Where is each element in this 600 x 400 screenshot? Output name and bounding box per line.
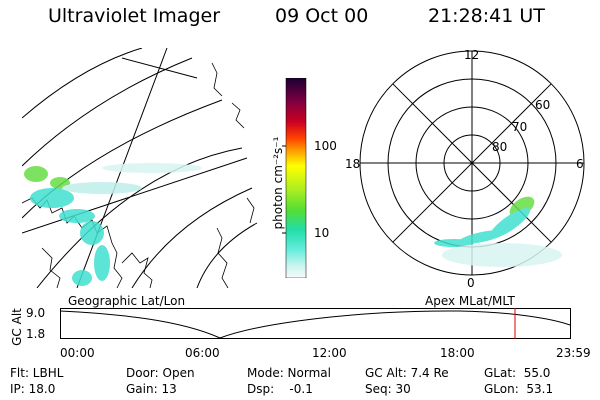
time-tick-1200: 12:00 [312,346,347,360]
coastline [246,197,255,224]
lon-line [22,157,248,234]
coastline [216,227,229,288]
coastline [41,247,61,288]
app-title: Ultraviolet Imager [48,5,221,27]
glat-value: GLat: 55.0 [484,366,551,380]
time-tick-1800: 18:00 [440,346,475,360]
mlt-label-12: 12 [464,48,480,62]
gc-alt-ymin: 1.8 [26,327,46,341]
lat-arc [196,222,258,288]
dsp-value: Dsp: -0.1 [247,382,313,396]
glon-value: GLon: 53.1 [484,382,554,396]
colorbar-tick-100: 100 [314,139,337,153]
aurora-emission [24,163,202,286]
coastline [121,252,153,288]
lat-arc [131,187,253,288]
geographic-label: Geographic Lat/Lon [68,294,186,308]
coastline [231,102,245,129]
time-tick-2359: 23:59 [556,346,591,360]
gain-value: Gain: 13 [126,382,177,396]
mlt-label-6: 6 [576,157,584,171]
mlat-label-60: 60 [535,98,551,112]
coastline [211,62,223,97]
apex-label: Apex MLat/MLT [425,294,515,308]
mlt-label-18: 18 [345,157,361,171]
altitude-plot [60,308,571,339]
lon-line [121,57,198,79]
mlat-label-80: 80 [492,140,508,154]
gc-alt-axis-label: GC Alt [10,308,24,346]
aurora-oval [434,196,562,267]
lat-arc [22,48,143,119]
gc-alt-value: GC Alt: 7.4 Re [365,366,449,380]
polar-map [359,50,585,276]
ip-value: IP: 18.0 [10,382,56,396]
filter-value: Flt: LBHL [10,366,64,380]
date-label: 09 Oct 00 [275,5,369,27]
geographic-map [22,48,258,288]
time-label: 21:28:41 UT [428,5,545,27]
colorbar [282,78,307,278]
colorbar-unit-label: photon cm⁻²s⁻¹ [271,136,285,230]
mlat-label-70: 70 [512,120,528,134]
altitude-curve [60,310,571,339]
lat-arc [22,57,193,167]
time-tick-0600: 06:00 [185,346,220,360]
mode-value: Mode: Normal [247,366,331,380]
colorbar-tick-10: 10 [314,226,330,240]
seq-value: Seq: 30 [365,382,411,396]
mlt-line-diagonal [392,83,552,243]
mlt-label-0: 0 [467,276,475,290]
door-value: Door: Open [126,366,195,380]
gc-alt-ymax: 9.0 [26,306,46,320]
lat-arc [36,147,243,288]
time-tick-0000: 00:00 [60,346,95,360]
